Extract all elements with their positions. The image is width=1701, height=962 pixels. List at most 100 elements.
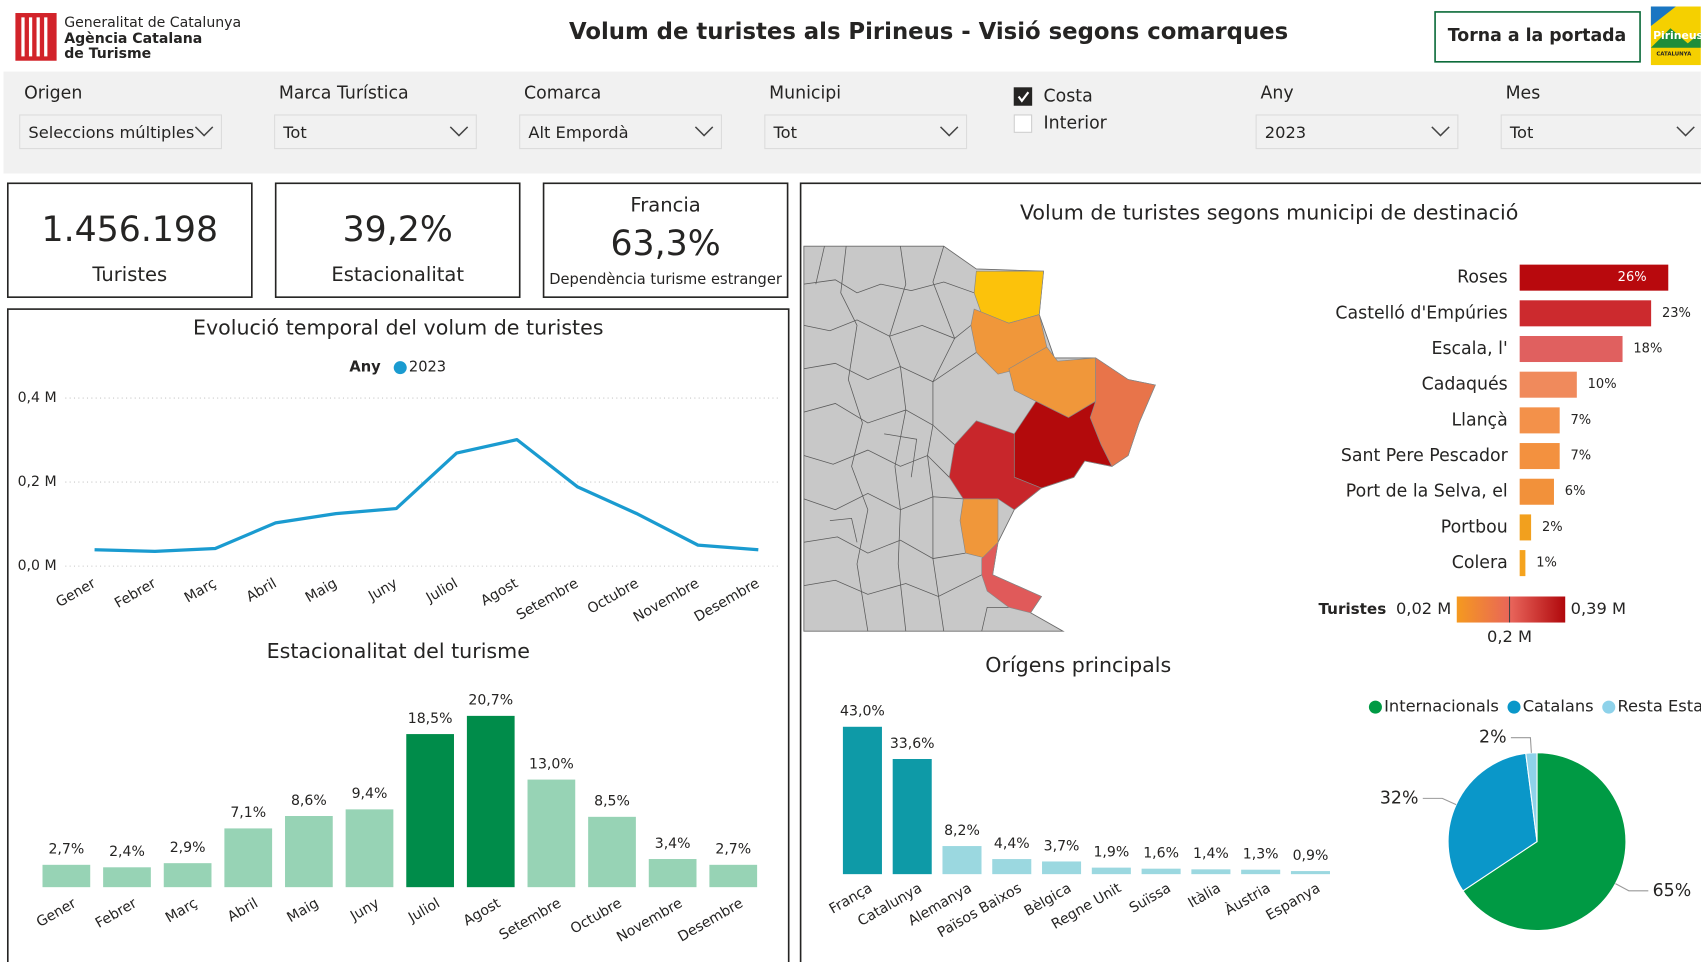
dropdown-value[interactable]: Seleccions múltiples xyxy=(28,123,194,142)
data-label: 1,4% xyxy=(1193,846,1229,862)
x-tick-label: Novembre xyxy=(631,575,702,625)
colorscale-label: 0,2 M xyxy=(1487,627,1532,646)
bar xyxy=(992,859,1032,875)
data-label: 65% xyxy=(1653,881,1692,901)
data-label: 0,9% xyxy=(1293,848,1329,864)
leader-line xyxy=(1510,737,1532,753)
y-tick-label: Escala, l' xyxy=(1432,339,1508,359)
data-label: 2,4% xyxy=(109,844,145,860)
x-tick-label: Febrer xyxy=(93,895,140,931)
kpi-card xyxy=(542,182,789,298)
data-label: 32% xyxy=(1380,788,1419,808)
bar xyxy=(648,859,697,888)
bar xyxy=(163,863,212,888)
bar xyxy=(285,815,333,888)
data-label: 26% xyxy=(1618,270,1647,285)
page-title: Volum de turistes als Pirineus - Visió s… xyxy=(569,19,1288,45)
chart-title: Orígens principals xyxy=(985,653,1171,677)
kpi-card xyxy=(274,182,521,298)
legend-label: Resta Estat xyxy=(1617,697,1701,716)
x-tick-label: Agost xyxy=(461,895,504,929)
header: Generalitat de Catalunya Agència Catalan… xyxy=(15,6,1701,66)
data-label: 13,0% xyxy=(529,756,574,772)
bar xyxy=(103,867,151,888)
x-tick-label: Espanya xyxy=(1263,880,1323,924)
colorscale-label: 0,02 M xyxy=(1396,599,1451,618)
checkbox-label[interactable]: Costa xyxy=(1044,87,1093,107)
data-label: 1,3% xyxy=(1243,847,1279,863)
dropdown-value[interactable]: 2023 xyxy=(1265,123,1306,142)
bar xyxy=(406,734,454,888)
data-label: 43,0% xyxy=(840,704,885,720)
data-label: 8,2% xyxy=(944,823,980,839)
leader-line xyxy=(1615,883,1649,892)
pirineus-logo-mountain xyxy=(1650,28,1701,48)
y-tick-label: Portbou xyxy=(1441,517,1508,537)
x-tick-label: Maig xyxy=(303,575,340,606)
x-tick-label: Novembre xyxy=(614,895,685,945)
bar xyxy=(1042,861,1082,875)
bar xyxy=(224,828,273,888)
dropdown[interactable] xyxy=(1255,114,1459,150)
data-label: 3,4% xyxy=(655,836,691,852)
dropdown[interactable] xyxy=(274,114,477,150)
map xyxy=(803,245,1156,632)
chart-title: Volum de turistes segons municipi de des… xyxy=(1020,201,1518,225)
bar xyxy=(588,816,636,888)
data-label: 18,5% xyxy=(408,711,453,727)
y-tick-label: Castelló d'Empúries xyxy=(1335,303,1507,323)
data-label: 2,7% xyxy=(715,842,751,858)
legend-marker xyxy=(393,361,407,375)
dropdown[interactable] xyxy=(1500,114,1701,150)
bar xyxy=(1290,871,1330,875)
dropdown-chevron xyxy=(939,126,959,137)
home-button[interactable] xyxy=(1434,11,1641,63)
bar xyxy=(1519,550,1526,577)
dropdown-value[interactable]: Tot xyxy=(282,123,306,142)
bar xyxy=(1519,371,1577,398)
checkbox-label[interactable]: Interior xyxy=(1044,114,1108,134)
x-tick-label: Juliol xyxy=(405,895,443,926)
bar xyxy=(1141,868,1181,875)
filters: Origen Seleccions múltiples Marca Turístic… xyxy=(19,83,1701,150)
x-tick-label: Setembre xyxy=(497,895,564,943)
filter-label: Origen xyxy=(24,83,82,103)
x-tick-label: Suïssa xyxy=(1127,880,1174,916)
x-tick-label: Abril xyxy=(244,575,280,605)
dropdown-value[interactable]: Tot xyxy=(1509,123,1533,142)
bar xyxy=(1519,335,1623,363)
bar xyxy=(1519,264,1669,291)
data-label: 10% xyxy=(1588,377,1617,392)
x-tick-label: Març xyxy=(163,895,200,926)
data-label: 33,6% xyxy=(890,736,935,752)
left-panel xyxy=(6,308,790,962)
x-tick-label: Juny xyxy=(365,575,400,605)
bar xyxy=(466,715,515,888)
pie-slice xyxy=(1447,752,1538,892)
kpi-label: Estacionalitat xyxy=(331,263,464,286)
dropdown[interactable] xyxy=(19,114,223,150)
dropdown-chevron xyxy=(194,126,214,137)
dropdown-value[interactable]: Tot xyxy=(772,123,796,142)
dropdown-value[interactable]: Alt Empordà xyxy=(528,123,628,142)
kpi-value: 1.456.198 xyxy=(42,210,219,250)
bar xyxy=(345,809,394,888)
dropdown-chevron xyxy=(1676,126,1695,137)
line-series xyxy=(94,438,759,554)
checkbox[interactable] xyxy=(1013,114,1033,133)
dropdown[interactable] xyxy=(764,114,968,150)
data-label: 7% xyxy=(1571,413,1592,428)
colorscale-title: Turistes xyxy=(1318,600,1386,618)
dropdown[interactable] xyxy=(519,114,722,150)
checkbox[interactable] xyxy=(1013,87,1033,106)
bar xyxy=(709,864,758,888)
chart-title: Evolució temporal del volum de turistes xyxy=(193,316,604,340)
data-label: 20,7% xyxy=(468,693,513,709)
filter-label: Any xyxy=(1260,83,1293,103)
x-tick-label: Febrer xyxy=(112,575,159,611)
data-label: 7% xyxy=(1571,449,1592,464)
home-button-label[interactable]: Torna a la portada xyxy=(1448,26,1627,46)
kpi-value: 39,2% xyxy=(343,210,453,250)
colorscale-label: 0,39 M xyxy=(1571,599,1626,618)
